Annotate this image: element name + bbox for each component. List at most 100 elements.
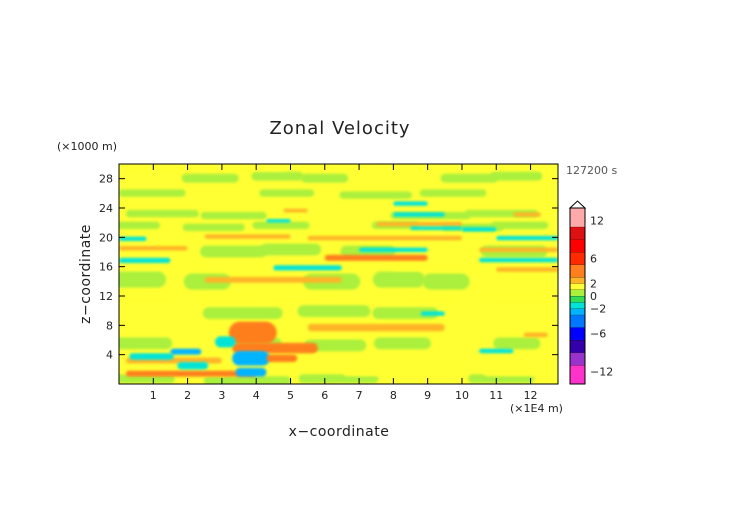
x-tick-label: 12 [524,389,538,402]
colorbar-extend-arrow [568,200,587,209]
field-band-segment [251,171,304,181]
velocity-feature [204,276,342,283]
field-band-segment [339,191,412,199]
x-axis-ticks: 1 2 3 4 5 6 7 8 9 10 11 12 [150,164,538,402]
velocity-feature [266,354,298,362]
velocity-field [119,164,558,384]
field-band-segment [468,374,535,383]
y-tick-label: 12 [99,290,113,303]
colorbar-level [570,226,585,240]
plot-area [118,163,559,385]
velocity-feature [273,265,342,271]
velocity-feature [283,208,308,213]
field-band-segment [260,243,322,256]
colorbar-tick-label: −6 [590,328,606,341]
velocity-feature [215,336,236,348]
x-tick-label: 8 [390,389,397,402]
colorbar-level [570,302,585,309]
colorbar-tick-label: −12 [590,365,613,378]
velocity-feature [496,235,558,241]
velocity-feature [410,226,462,230]
field-band-segment [342,365,410,377]
colorbar-level [570,264,585,278]
field-band-segment [259,189,315,197]
field-band-segment [201,292,274,303]
field-band [202,305,439,319]
velocity-feature [119,257,171,263]
velocity-feature [324,254,428,261]
field-band-segment [125,164,191,169]
colorbar-level [570,289,585,296]
x-tick-label: 7 [356,389,363,402]
velocity-feature [479,348,514,354]
field-band-segment [402,363,464,375]
field-band-segment [301,173,349,183]
colorbar-tick-label: 0 [590,290,597,303]
velocity-feature [170,348,202,355]
field-band [181,171,543,183]
field-band-segment [294,164,375,169]
field-band-segment [401,290,457,301]
velocity-feature [420,311,445,316]
velocity-feature [479,247,558,252]
field-band [121,290,555,303]
velocity-feature [228,321,277,344]
x-tick-label: 10 [455,389,469,402]
field-band-segment [490,171,543,181]
x-tick-label: 4 [253,389,260,402]
field-band-segment [372,307,439,319]
x-axis-label: x−coordinate [289,424,390,440]
velocity-feature [393,212,445,217]
colorbar-level [570,239,585,252]
y-tick-label: 28 [99,173,113,186]
colorbar-tick-label: 6 [590,252,597,265]
velocity-feature [204,234,291,239]
colorbar-level [570,327,585,340]
field-band-segment [261,290,328,301]
field-band-segment [202,307,283,319]
colorbar-level [570,283,585,290]
field-band-segment [464,164,531,169]
x-tick-label: 6 [321,389,328,402]
colorbar-level [570,252,585,265]
velocity-feature [307,235,462,241]
time-label: 127200 s [566,164,617,177]
colorbar-level [570,352,585,366]
field-band-segment [440,173,498,183]
field-band [119,271,470,290]
colorbar-tick-label: −2 [590,303,606,316]
field-band-segment [372,271,425,288]
field-band [119,374,535,384]
colorbar-level [570,340,585,353]
field-band-segment [119,271,167,288]
field-band-segment [419,189,487,197]
field-band-segment [200,211,267,220]
y-tick-label: 20 [99,231,113,244]
field-band-segment [127,262,207,269]
y-unit-label: (×1000 m) [57,140,117,153]
field-band-segment [119,189,186,197]
velocity-feature [125,370,257,377]
velocity-feature [177,362,209,370]
field-band-segment [181,173,239,183]
velocity-feature [129,353,174,360]
colorbar: 12 6 20−2 −6 −12 [568,200,613,385]
colorbar-level [570,208,585,227]
field-band-segment [298,374,379,383]
field-band-segment [481,292,555,303]
y-tick-label: 4 [106,349,113,362]
velocity-feature [376,221,462,227]
field-band-segment [422,273,470,290]
field-band-segment [126,209,199,218]
colorbar-tick-label: 2 [590,277,597,290]
chart-title: Zonal Velocity [269,118,410,139]
x-tick-label: 3 [218,389,225,402]
colorbar-level [570,296,585,303]
x-tick-label: 1 [150,389,157,402]
velocity-feature [359,247,428,252]
field-band-segment [466,262,547,269]
field-band-segment [203,376,291,384]
colorbar-tick-label: 12 [590,215,604,228]
x-tick-label: 9 [424,389,431,402]
